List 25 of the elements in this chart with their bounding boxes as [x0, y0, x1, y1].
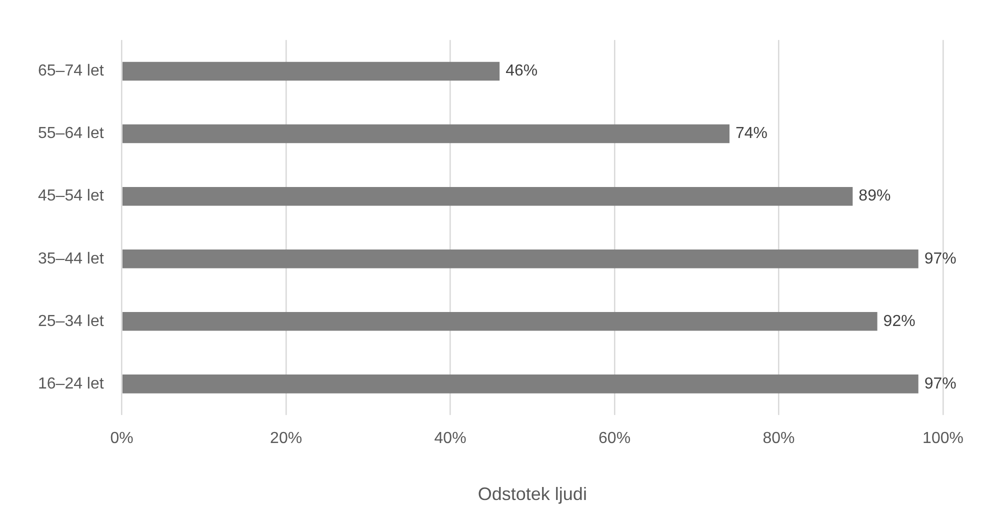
bar [122, 374, 918, 394]
bar [122, 62, 500, 81]
bar [122, 186, 853, 206]
bar [122, 312, 878, 331]
y-tick-label: 55–64 let [38, 125, 104, 142]
data-label: 89% [858, 188, 891, 205]
x-tick-label: 0% [110, 430, 134, 448]
x-axis-title: Odstotek ljudi [478, 484, 587, 504]
x-tick-label: 80% [762, 430, 795, 448]
y-tick-label: 65–74 let [38, 62, 104, 80]
data-label: 92% [883, 312, 916, 330]
bar [122, 249, 918, 268]
data-label: 74% [735, 125, 768, 142]
bar [122, 124, 730, 144]
y-tick-label: 35–44 let [38, 250, 104, 268]
x-tick-label: 100% [922, 430, 964, 448]
y-tick-label: 45–54 let [38, 188, 104, 205]
y-tick-label: 16–24 let [38, 375, 104, 392]
data-label: 97% [924, 250, 956, 268]
x-tick-label: 60% [598, 430, 631, 448]
x-tick-label: 40% [434, 430, 466, 448]
data-label: 46% [506, 62, 538, 80]
data-label: 97% [924, 375, 956, 392]
x-tick-label: 20% [270, 430, 302, 448]
y-tick-label: 25–34 let [38, 312, 104, 330]
